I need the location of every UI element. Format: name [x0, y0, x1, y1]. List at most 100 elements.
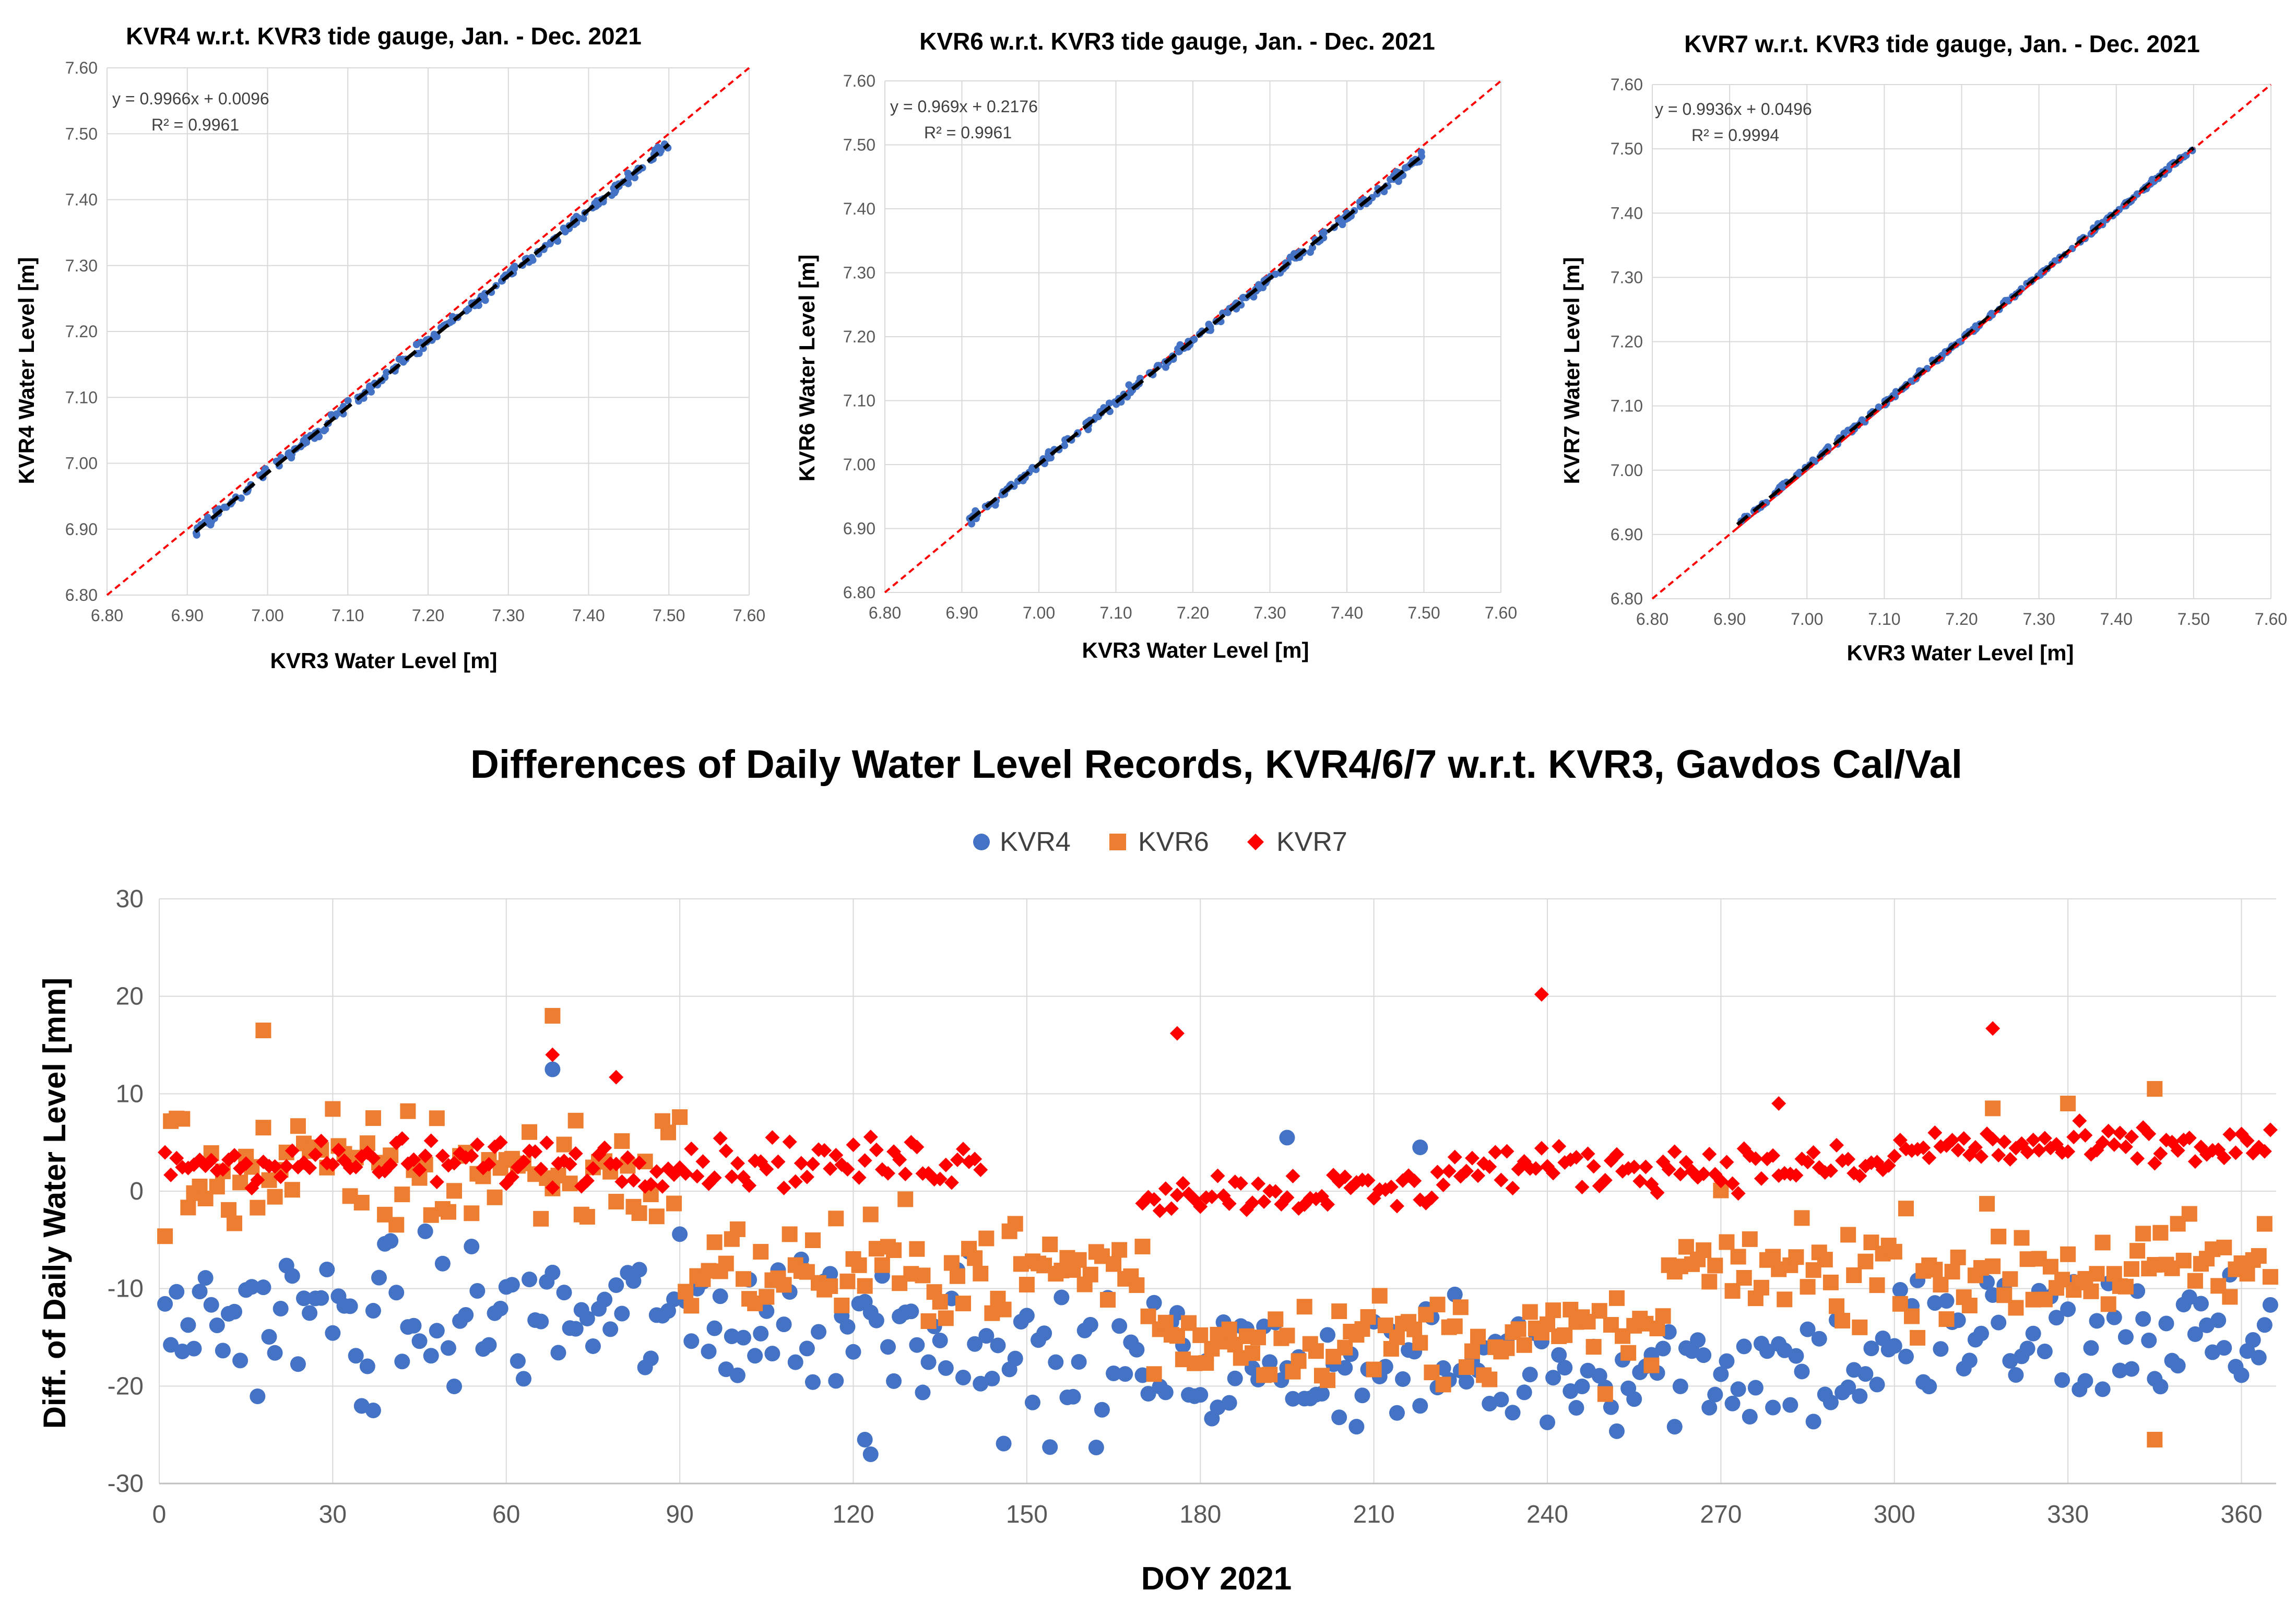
kvr4-point [1007, 1350, 1023, 1367]
panel-xtick-label: 6.80 [91, 606, 123, 625]
panel-title-kvr6: KVR6 w.r.t. KVR3 tide gauge, Jan. - Dec.… [919, 28, 1435, 55]
kvr4-point [1389, 1405, 1405, 1421]
ylabel-kvr6: KVR6 Water Level [m] [795, 255, 819, 482]
kvr6-point [1192, 1327, 1209, 1343]
kvr6-point [440, 1204, 456, 1220]
kvr4-point [250, 1388, 266, 1404]
kvr4-point [2124, 1361, 2140, 1377]
kvr4-point [406, 1318, 422, 1334]
kvr7-point [158, 1145, 173, 1160]
kvr4-point [938, 1360, 954, 1376]
kvr7-point [632, 1155, 647, 1170]
kvr7-point [1678, 1155, 1694, 1170]
panel-xtick-label: 7.00 [1023, 603, 1055, 622]
legend-kvr6-label: KVR6 [1138, 827, 1209, 857]
kvr7-point [2118, 1140, 2133, 1155]
kvr4-point [342, 1298, 358, 1314]
kvr6-point [487, 1189, 503, 1205]
panel-ytick-label: 7.30 [1611, 268, 1643, 287]
difference-marks [157, 987, 2278, 1462]
kvr7-point [1534, 1141, 1549, 1156]
kvr4-point [1574, 1379, 1590, 1395]
kvr7-point [1193, 1199, 1208, 1214]
kvr7-point [2222, 1127, 2238, 1142]
kvr7-point [1661, 1162, 1676, 1177]
kvr7-point [331, 1143, 346, 1158]
kvr4-point [660, 1303, 676, 1319]
difference-chart-title: Differences of Daily Water Level Records… [470, 742, 1962, 787]
kvr7-point [545, 1180, 560, 1195]
kvr4-point [2112, 1362, 2128, 1379]
kvr7-point [1204, 1189, 1220, 1204]
kvr4-point [388, 1285, 405, 1301]
kvr7-point [788, 1174, 803, 1189]
kvr4-point [1157, 1384, 1174, 1401]
kvr7-point [956, 1142, 971, 1157]
kvr7-point [169, 1150, 184, 1166]
difference-xtick-label: 270 [1700, 1501, 1742, 1528]
scatter-point [193, 531, 200, 539]
kvr7-point [2153, 1146, 2168, 1161]
kvr4-point [2158, 1315, 2174, 1332]
legend-kvr6-marker [1109, 834, 1126, 850]
trendline [968, 153, 1425, 521]
kvr7-point [1702, 1146, 1717, 1161]
kvr7-point [1696, 1166, 1711, 1181]
kvr7-point [1436, 1177, 1451, 1192]
kvr7-point [493, 1135, 508, 1150]
kvr6-point [1777, 1291, 1793, 1308]
kvr4-point [1713, 1366, 1729, 1382]
kvr6-point [2135, 1226, 2151, 1242]
kvr4-point [2048, 1310, 2064, 1326]
kvr4-point [1782, 1397, 1798, 1413]
kvr7-point [840, 1162, 855, 1177]
kvr4-point [545, 1061, 561, 1077]
kvr7-point [204, 1153, 219, 1168]
panel-xtick-label: 7.60 [1485, 603, 1517, 622]
kvr7-point [504, 1169, 519, 1184]
kvr6-point [1620, 1345, 1637, 1361]
kvr6-point [1198, 1355, 1214, 1371]
kvr4-point [1505, 1405, 1521, 1421]
kvr7-point [1829, 1137, 1844, 1153]
kvr4-point [984, 1370, 1000, 1386]
kvr7-point [776, 1180, 791, 1195]
kvr4-point [1863, 1340, 1879, 1357]
kvr7-point [464, 1148, 479, 1164]
kvr4-point [1822, 1394, 1839, 1410]
kvr4-point [429, 1323, 445, 1339]
kvr6-point [729, 1221, 745, 1237]
kvr6-point [2181, 1206, 2197, 1222]
kvr7-point [1852, 1168, 1867, 1183]
kvr6-point [1146, 1366, 1162, 1382]
kvr6-point [1655, 1308, 1671, 1324]
scatter-point [1105, 399, 1113, 407]
panel-xtick-label: 7.50 [653, 606, 685, 625]
kvr7-point [707, 1170, 722, 1185]
kvr7-point [1447, 1149, 1462, 1165]
scatter-point [1162, 363, 1169, 371]
kvr7-point [950, 1152, 965, 1167]
kvr6-point [1262, 1367, 1278, 1383]
kvr4-point [550, 1345, 566, 1361]
kvr4-point [1857, 1366, 1874, 1382]
kvr7-point [2124, 1129, 2139, 1144]
kvr7-point [730, 1156, 745, 1171]
scatter-point [1219, 309, 1227, 317]
kvr6-point [1869, 1277, 1885, 1293]
difference-ytick-label: 20 [116, 983, 144, 1011]
kvr7-point [643, 1177, 658, 1192]
panel-xtick-label: 7.20 [1177, 603, 1209, 622]
panel-xtick-label: 6.90 [945, 603, 978, 622]
kvr7-point [1494, 1172, 1509, 1188]
kvr6-point [1452, 1299, 1469, 1315]
kvr6-point [2014, 1230, 2030, 1246]
kvr4-point [169, 1284, 185, 1300]
kvr4-point [2019, 1340, 2035, 1357]
kvr4-point [1892, 1281, 1908, 1298]
kvr4-point [1805, 1414, 1821, 1430]
kvr7-point [1164, 1201, 1179, 1216]
kvr4-point [1106, 1365, 1122, 1381]
kvr6-point [250, 1200, 266, 1216]
kvr6-point [776, 1277, 792, 1293]
